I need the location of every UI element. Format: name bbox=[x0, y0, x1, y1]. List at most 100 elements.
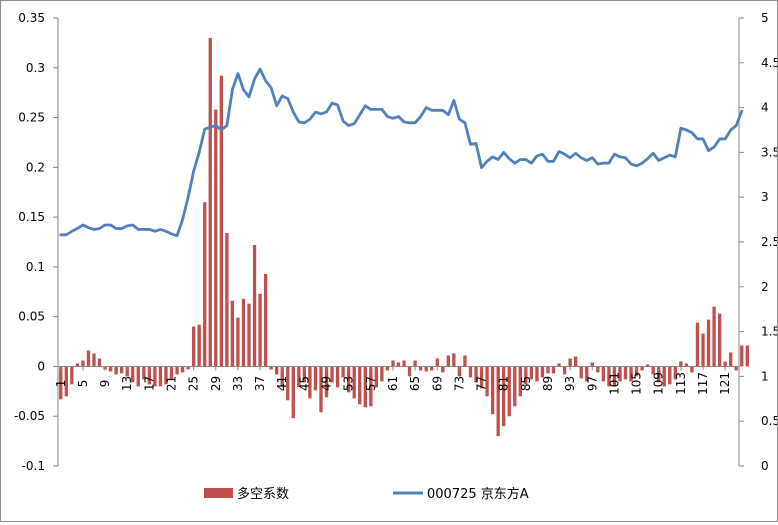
bar bbox=[319, 366, 323, 413]
bar bbox=[402, 360, 406, 367]
bar bbox=[97, 358, 102, 367]
bar bbox=[81, 360, 85, 367]
line-series-stock-price bbox=[59, 67, 744, 238]
bar bbox=[745, 345, 749, 367]
bar bbox=[252, 244, 257, 367]
bar bbox=[452, 353, 456, 367]
bar bbox=[446, 355, 450, 367]
category-tick-label: 29 bbox=[209, 376, 223, 391]
bar bbox=[740, 345, 744, 367]
bar bbox=[70, 366, 74, 385]
bar bbox=[335, 366, 340, 388]
category-tick-label: 113 bbox=[674, 372, 688, 395]
bar bbox=[64, 366, 68, 397]
bar bbox=[219, 75, 223, 367]
category-tick-label: 9 bbox=[98, 380, 112, 388]
category-tick-label: 17 bbox=[142, 376, 156, 391]
category-tick-label: 13 bbox=[120, 376, 134, 391]
bar bbox=[424, 366, 428, 372]
right-axis-tick-label: 1.5 bbox=[761, 325, 777, 339]
category-tick-label: 53 bbox=[342, 376, 356, 391]
category-tick-label: 33 bbox=[231, 376, 245, 391]
bar bbox=[358, 366, 362, 405]
bar bbox=[717, 313, 722, 367]
bar bbox=[120, 366, 124, 374]
bar bbox=[435, 358, 439, 367]
bar bbox=[457, 366, 462, 377]
bar bbox=[191, 326, 196, 367]
bar bbox=[385, 366, 390, 371]
bar bbox=[562, 366, 567, 375]
category-tick-label: 101 bbox=[607, 372, 621, 395]
right-axis-tick-label: 0 bbox=[761, 459, 769, 473]
bar bbox=[668, 366, 672, 385]
bar bbox=[302, 366, 307, 383]
bar bbox=[662, 366, 666, 387]
bar bbox=[363, 366, 367, 408]
bar bbox=[507, 366, 511, 417]
bar bbox=[474, 366, 478, 383]
left-axis-tick-label: 0.25 bbox=[18, 111, 45, 125]
bar bbox=[596, 366, 600, 373]
bar bbox=[197, 324, 201, 367]
line-series-layer bbox=[59, 67, 744, 238]
category-tick-label: 81 bbox=[497, 376, 511, 391]
category-tick-label: 25 bbox=[187, 376, 201, 391]
bar bbox=[269, 366, 273, 370]
bar bbox=[729, 352, 733, 367]
bar bbox=[75, 363, 80, 367]
right-axis-tick-label: 3.5 bbox=[761, 145, 777, 159]
bar bbox=[524, 366, 528, 385]
bar bbox=[275, 366, 279, 375]
bar bbox=[568, 358, 572, 367]
bar bbox=[136, 366, 140, 387]
bar bbox=[590, 362, 594, 367]
right-axis-tick-label: 5 bbox=[761, 11, 769, 25]
category-tick-label: 69 bbox=[430, 376, 444, 391]
bar bbox=[158, 366, 163, 387]
bar bbox=[142, 366, 146, 380]
right-axis-tick-label: 1 bbox=[761, 369, 769, 383]
bar bbox=[92, 353, 96, 367]
bar bbox=[391, 360, 395, 367]
legend-label-line: 000725 京东方A bbox=[427, 486, 529, 502]
bar bbox=[579, 366, 583, 379]
bar bbox=[540, 366, 545, 378]
bar bbox=[634, 366, 639, 377]
bar bbox=[280, 366, 284, 387]
bar bbox=[701, 333, 705, 367]
bar bbox=[695, 322, 700, 367]
bar bbox=[341, 366, 345, 378]
category-tick-label: 77 bbox=[475, 376, 489, 391]
bar bbox=[585, 366, 589, 382]
category-tick-label: 89 bbox=[541, 376, 555, 391]
bar bbox=[108, 366, 113, 372]
right-axis-tick-label: 4.5 bbox=[761, 56, 777, 70]
bar bbox=[330, 366, 334, 383]
bar bbox=[86, 350, 91, 367]
legend-swatch-bar bbox=[204, 488, 233, 498]
left-axis-tick-label: 0.1 bbox=[26, 260, 45, 274]
bar bbox=[59, 366, 63, 400]
bar bbox=[629, 366, 633, 382]
right-axis-tick-label: 0.5 bbox=[761, 414, 777, 428]
bar bbox=[313, 366, 318, 391]
bar bbox=[347, 366, 351, 393]
bar bbox=[396, 362, 401, 367]
legend-label-bar: 多空系数 bbox=[237, 486, 289, 502]
bar bbox=[308, 366, 312, 399]
right-axis-tick-label: 2.5 bbox=[761, 235, 777, 249]
bar bbox=[496, 366, 500, 437]
bar bbox=[374, 366, 379, 388]
left-axis-tick-label: 0.05 bbox=[18, 310, 45, 324]
bar bbox=[241, 298, 246, 367]
bar bbox=[574, 356, 578, 367]
bar bbox=[734, 366, 738, 371]
bar bbox=[236, 317, 240, 367]
bar bbox=[380, 366, 384, 382]
bar bbox=[618, 366, 622, 382]
category-tick-label: 61 bbox=[386, 376, 400, 391]
bar bbox=[490, 366, 495, 415]
bar bbox=[463, 355, 467, 367]
bar bbox=[518, 366, 522, 397]
